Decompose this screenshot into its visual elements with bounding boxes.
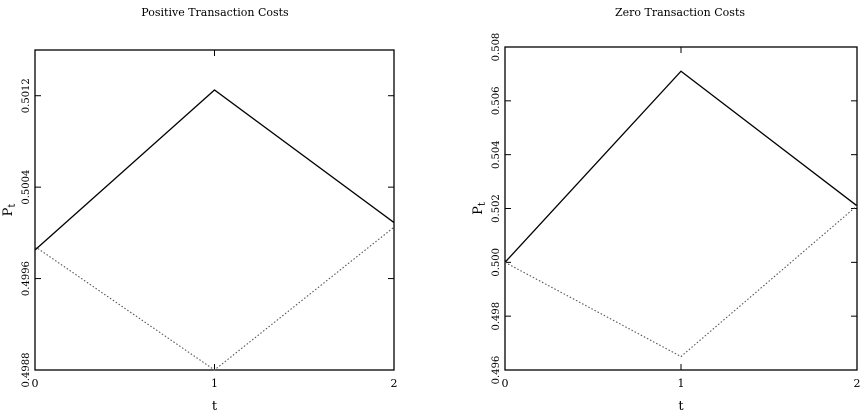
x-axis-label: t: [212, 399, 218, 414]
y-tick-label: 0.496: [491, 356, 502, 385]
y-tick-label: 0.504: [491, 140, 502, 169]
chart-title: Zero Transaction Costs: [615, 6, 745, 19]
y-tick-label: 0.506: [491, 87, 502, 116]
plot-frame: [34, 49, 395, 371]
x-tick-label: 0: [502, 377, 509, 390]
x-tick-label: 1: [678, 377, 685, 390]
series-line-solid: [34, 89, 395, 251]
x-tick-label: 2: [854, 377, 860, 390]
x-tick-label: 2: [391, 377, 398, 390]
y-axis-label: Pt: [1, 204, 18, 217]
y-tick-label: 0.4988: [21, 353, 32, 388]
series-line-dotted: [504, 205, 858, 358]
y-tick-label: 0.508: [491, 33, 502, 62]
y-tick-label: 0.4996: [21, 261, 32, 296]
y-axis-label: Pt: [471, 202, 488, 215]
chart-zero-transaction-costs: Zero Transaction Costs 0 1 2 0.496 0.498 0.500…: [471, 6, 860, 414]
series-line-dotted: [34, 226, 395, 371]
chart-title: Positive Transaction Costs: [141, 6, 289, 19]
plot-frame: [504, 46, 858, 371]
chart-positive-transaction-costs: Positive Transaction Costs 0 1 2 0.4988 0.499…: [1, 6, 398, 414]
y-tick-label: 0.500: [491, 248, 502, 277]
x-tick-label: 1: [211, 377, 218, 390]
y-tick-label: 0.502: [491, 194, 502, 223]
x-tick-label: 0: [32, 377, 39, 390]
series-line-solid: [504, 70, 858, 263]
y-tick-label: 0.5004: [21, 170, 32, 205]
x-axis-label: t: [678, 399, 684, 414]
y-tick-label: 0.5012: [21, 78, 32, 113]
y-tick-label: 0.498: [491, 302, 502, 331]
